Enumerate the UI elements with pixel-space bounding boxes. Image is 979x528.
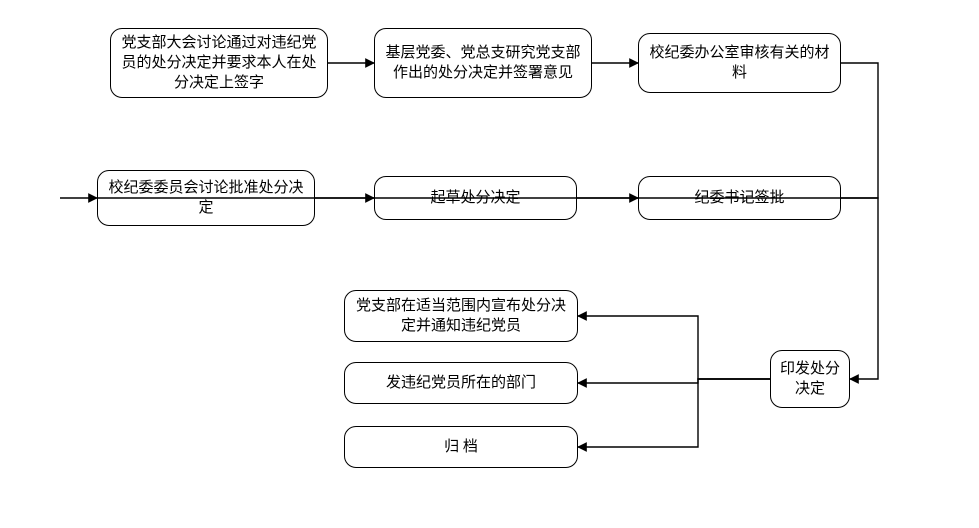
flow-node-label: 校纪委委员会讨论批准处分决定 — [106, 178, 306, 219]
flow-node-label: 归 档 — [444, 437, 478, 457]
flow-edge-e8 — [578, 379, 770, 383]
flow-edge-e9 — [578, 379, 770, 447]
flow-node-n1: 党支部大会讨论通过对违纪党员的处分决定并要求本人在处分决定上签字 — [110, 28, 328, 98]
flow-node-label: 纪委书记签批 — [694, 188, 784, 208]
flow-node-n5: 起草处分决定 — [374, 176, 577, 220]
flow-node-label: 起草处分决定 — [430, 188, 520, 208]
flow-node-n6: 纪委书记签批 — [638, 176, 841, 220]
flow-node-label: 党支部在适当范围内宣布处分决定并通知违纪党员 — [353, 296, 569, 337]
flow-node-label: 基层党委、党总支研究党支部作出的处分决定并签署意见 — [383, 43, 583, 84]
flow-node-label: 校纪委办公室审核有关的材料 — [647, 43, 832, 84]
flow-edge-e7 — [578, 316, 770, 379]
flow-node-n10: 归 档 — [344, 426, 578, 468]
flow-node-n2: 基层党委、党总支研究党支部作出的处分决定并签署意见 — [374, 28, 592, 98]
flow-node-n7: 印发处分决定 — [770, 350, 850, 408]
flow-node-label: 党支部大会讨论通过对违纪党员的处分决定并要求本人在处分决定上签字 — [119, 33, 319, 94]
flow-node-n8: 党支部在适当范围内宣布处分决定并通知违纪党员 — [344, 290, 578, 342]
flow-node-n9: 发违纪党员所在的部门 — [344, 362, 578, 404]
flow-node-n4: 校纪委委员会讨论批准处分决定 — [97, 170, 315, 226]
flow-edge-e6 — [841, 198, 878, 379]
flow-node-n3: 校纪委办公室审核有关的材料 — [638, 33, 841, 93]
flow-node-label: 印发处分决定 — [779, 359, 841, 400]
flow-node-label: 发违纪党员所在的部门 — [386, 373, 536, 393]
